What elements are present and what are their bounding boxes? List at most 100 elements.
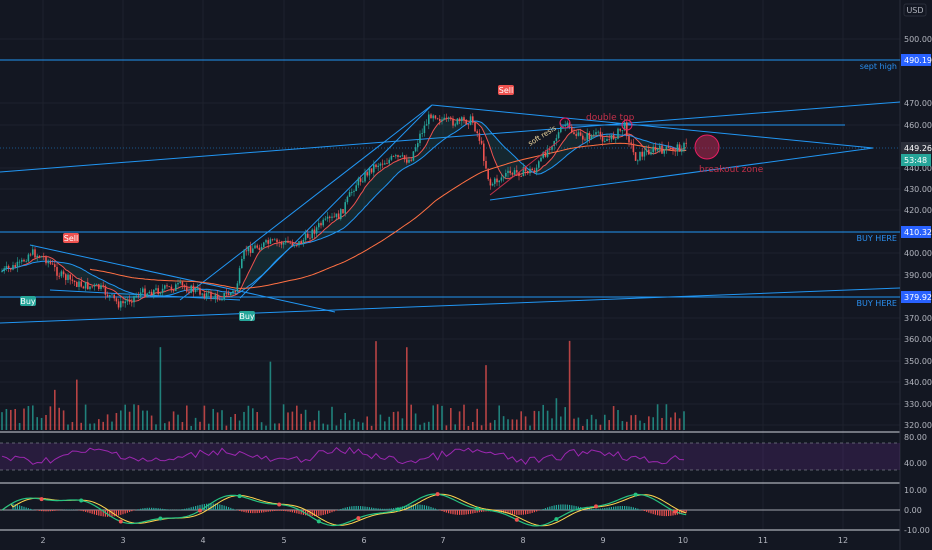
candle-body <box>652 146 654 153</box>
macd-hist-bar <box>555 505 557 510</box>
candle-body <box>179 281 181 284</box>
macd-hist-bar <box>49 510 51 512</box>
candle-body <box>562 126 564 128</box>
volume-bar <box>524 416 527 430</box>
candle-body <box>500 177 503 181</box>
double-top-marker-2 <box>621 119 633 131</box>
macd-hist-bar <box>234 509 236 510</box>
trend-lines <box>0 101 901 324</box>
volume-bar <box>428 421 430 430</box>
svg-text:379.92: 379.92 <box>904 293 932 302</box>
volume-bar <box>683 411 685 430</box>
macd-hist-bar <box>417 504 419 510</box>
candle-body <box>522 167 525 177</box>
volume-bar <box>454 424 456 430</box>
candle-body <box>126 299 129 302</box>
macd-hist-bar <box>538 510 540 511</box>
candle-body <box>14 265 16 268</box>
macd-hist-bar <box>663 510 665 517</box>
candle-body <box>157 288 159 294</box>
candle-body <box>575 134 577 136</box>
macd-hist-bar <box>296 510 298 514</box>
macd-cross-dot <box>396 507 400 512</box>
macd-tick-label: -10.00 <box>904 526 930 535</box>
macd-hist-bar <box>318 510 320 516</box>
macd-hist-bar <box>285 510 287 512</box>
candle-body <box>71 279 74 281</box>
volume-bar <box>76 379 78 430</box>
candle-body <box>181 281 184 286</box>
macd-hist-bar <box>137 509 139 510</box>
candle-body <box>113 294 115 299</box>
volume-bar <box>318 410 320 430</box>
candle-body <box>128 299 131 302</box>
price-tick-label: 460.00 <box>904 121 932 130</box>
macd-hist-bar <box>322 510 324 515</box>
candle-body <box>439 119 441 122</box>
volume-bar <box>265 425 267 430</box>
volume-bar <box>388 416 390 430</box>
macd-hist-bar <box>454 510 456 515</box>
volume-bar <box>67 424 69 430</box>
volume-bar <box>62 410 65 430</box>
candle-body <box>408 159 410 163</box>
volume-bar <box>282 404 285 430</box>
volume-bar <box>384 421 386 430</box>
candle-body <box>177 283 179 285</box>
macd-hist-bar <box>223 505 225 510</box>
candle-body <box>148 291 151 294</box>
candle-body <box>115 298 118 302</box>
macd-hist-bar <box>483 510 485 512</box>
candle-body <box>36 255 38 258</box>
candle-body <box>626 122 628 137</box>
candle-body <box>491 183 494 186</box>
volume-bar <box>322 423 324 430</box>
trendline-rally-2 <box>179 104 433 301</box>
price-tag: 379.92 <box>901 291 932 303</box>
macd-hist-bar <box>230 507 232 510</box>
volume-bar <box>256 411 258 430</box>
macd-cross-dot <box>79 498 84 503</box>
candle-body <box>170 286 173 290</box>
macd-hist-bar <box>615 506 617 510</box>
macd-cross-dot <box>514 517 519 522</box>
macd-hist-bar <box>219 504 221 510</box>
candle-body <box>43 256 45 257</box>
candle-body <box>223 292 225 300</box>
candle-body <box>606 139 608 142</box>
macd-hist-bar <box>146 507 148 510</box>
candle-body <box>340 209 342 220</box>
candle-body <box>29 254 32 256</box>
macd-hist-bar <box>142 508 144 510</box>
candle-body <box>344 202 346 214</box>
macd-hist-bar <box>291 510 293 513</box>
time-tick-label: 4 <box>200 536 205 545</box>
volume-bar <box>643 423 646 430</box>
candle-body <box>643 151 646 157</box>
candle-body <box>313 229 316 234</box>
macd-hist-bar <box>300 510 302 515</box>
candle-body <box>258 247 261 251</box>
macd-hist-bar <box>445 510 447 513</box>
macd-hist-bar <box>670 510 672 516</box>
macd-hist-bar <box>562 504 564 510</box>
candle-body <box>505 172 507 177</box>
macd-hist-bar <box>225 506 227 510</box>
macd-hist-bar <box>481 510 483 512</box>
candle-body <box>628 136 630 143</box>
candle-body <box>632 143 635 153</box>
volume-bar <box>626 421 628 430</box>
volume-bar <box>27 406 30 430</box>
volume-bar <box>573 418 575 430</box>
macd-hist-bar <box>331 510 333 513</box>
macd-hist-bar <box>19 505 21 510</box>
time-tick-label: 7 <box>440 536 445 545</box>
volume-bar <box>670 417 672 430</box>
candle-body <box>225 292 228 294</box>
trendline-down-1 <box>29 244 336 313</box>
volume-bar <box>40 417 43 430</box>
candle-body <box>256 245 258 248</box>
volume-bar <box>120 410 122 430</box>
macd-hist-bar <box>630 506 632 510</box>
